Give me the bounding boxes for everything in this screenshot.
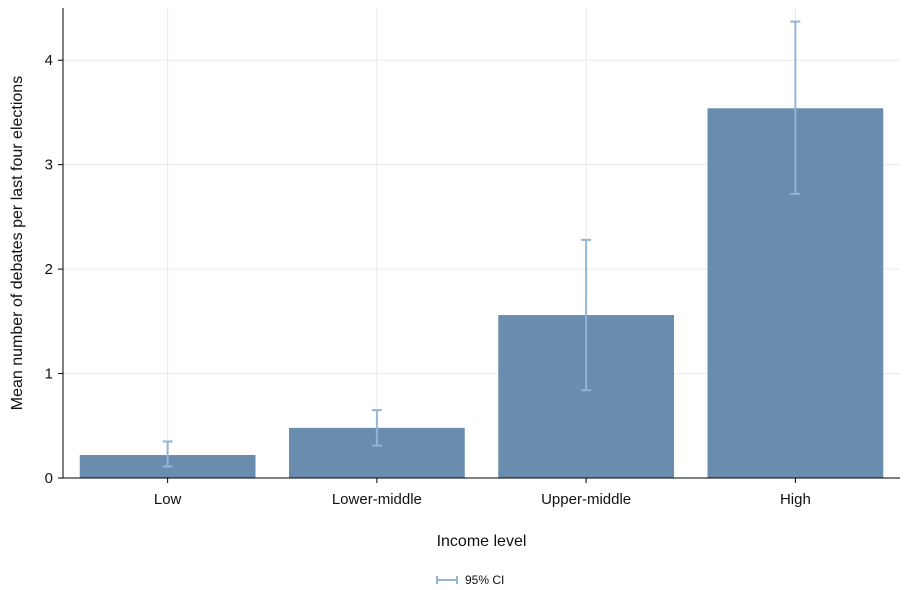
- x-tick-layer: Low Lower-middle Upper-middle High: [154, 478, 811, 508]
- ci-layer: [162, 20, 801, 468]
- ci-errorbar: [790, 20, 801, 195]
- y-tick-label: 4: [45, 52, 53, 69]
- x-tick-label: High: [780, 491, 811, 508]
- legend-label-ci: 95% CI: [465, 573, 504, 587]
- ci-errorbar: [162, 440, 173, 468]
- y-axis-title: Mean number of debates per last four ele…: [9, 76, 26, 410]
- x-axis-title: Income level: [437, 533, 527, 550]
- x-tick-label: Low: [154, 491, 182, 508]
- ci-errorbar: [371, 409, 382, 447]
- y-tick-layer: 0 1 2 3 4: [45, 52, 63, 487]
- ci-errorbar: [581, 238, 592, 392]
- x-tick-label: Upper-middle: [541, 491, 631, 508]
- y-tick-label: 1: [45, 366, 53, 383]
- y-tick-label: 0: [45, 470, 53, 487]
- axis-layer: [62, 8, 900, 479]
- legend: 95% CI: [436, 573, 504, 587]
- y-tick-label: 2: [45, 261, 53, 278]
- legend-ci-symbol: [436, 576, 458, 584]
- bar-layer: [79, 108, 884, 479]
- x-tick-label: Lower-middle: [332, 491, 422, 508]
- y-tick-label: 3: [45, 157, 53, 174]
